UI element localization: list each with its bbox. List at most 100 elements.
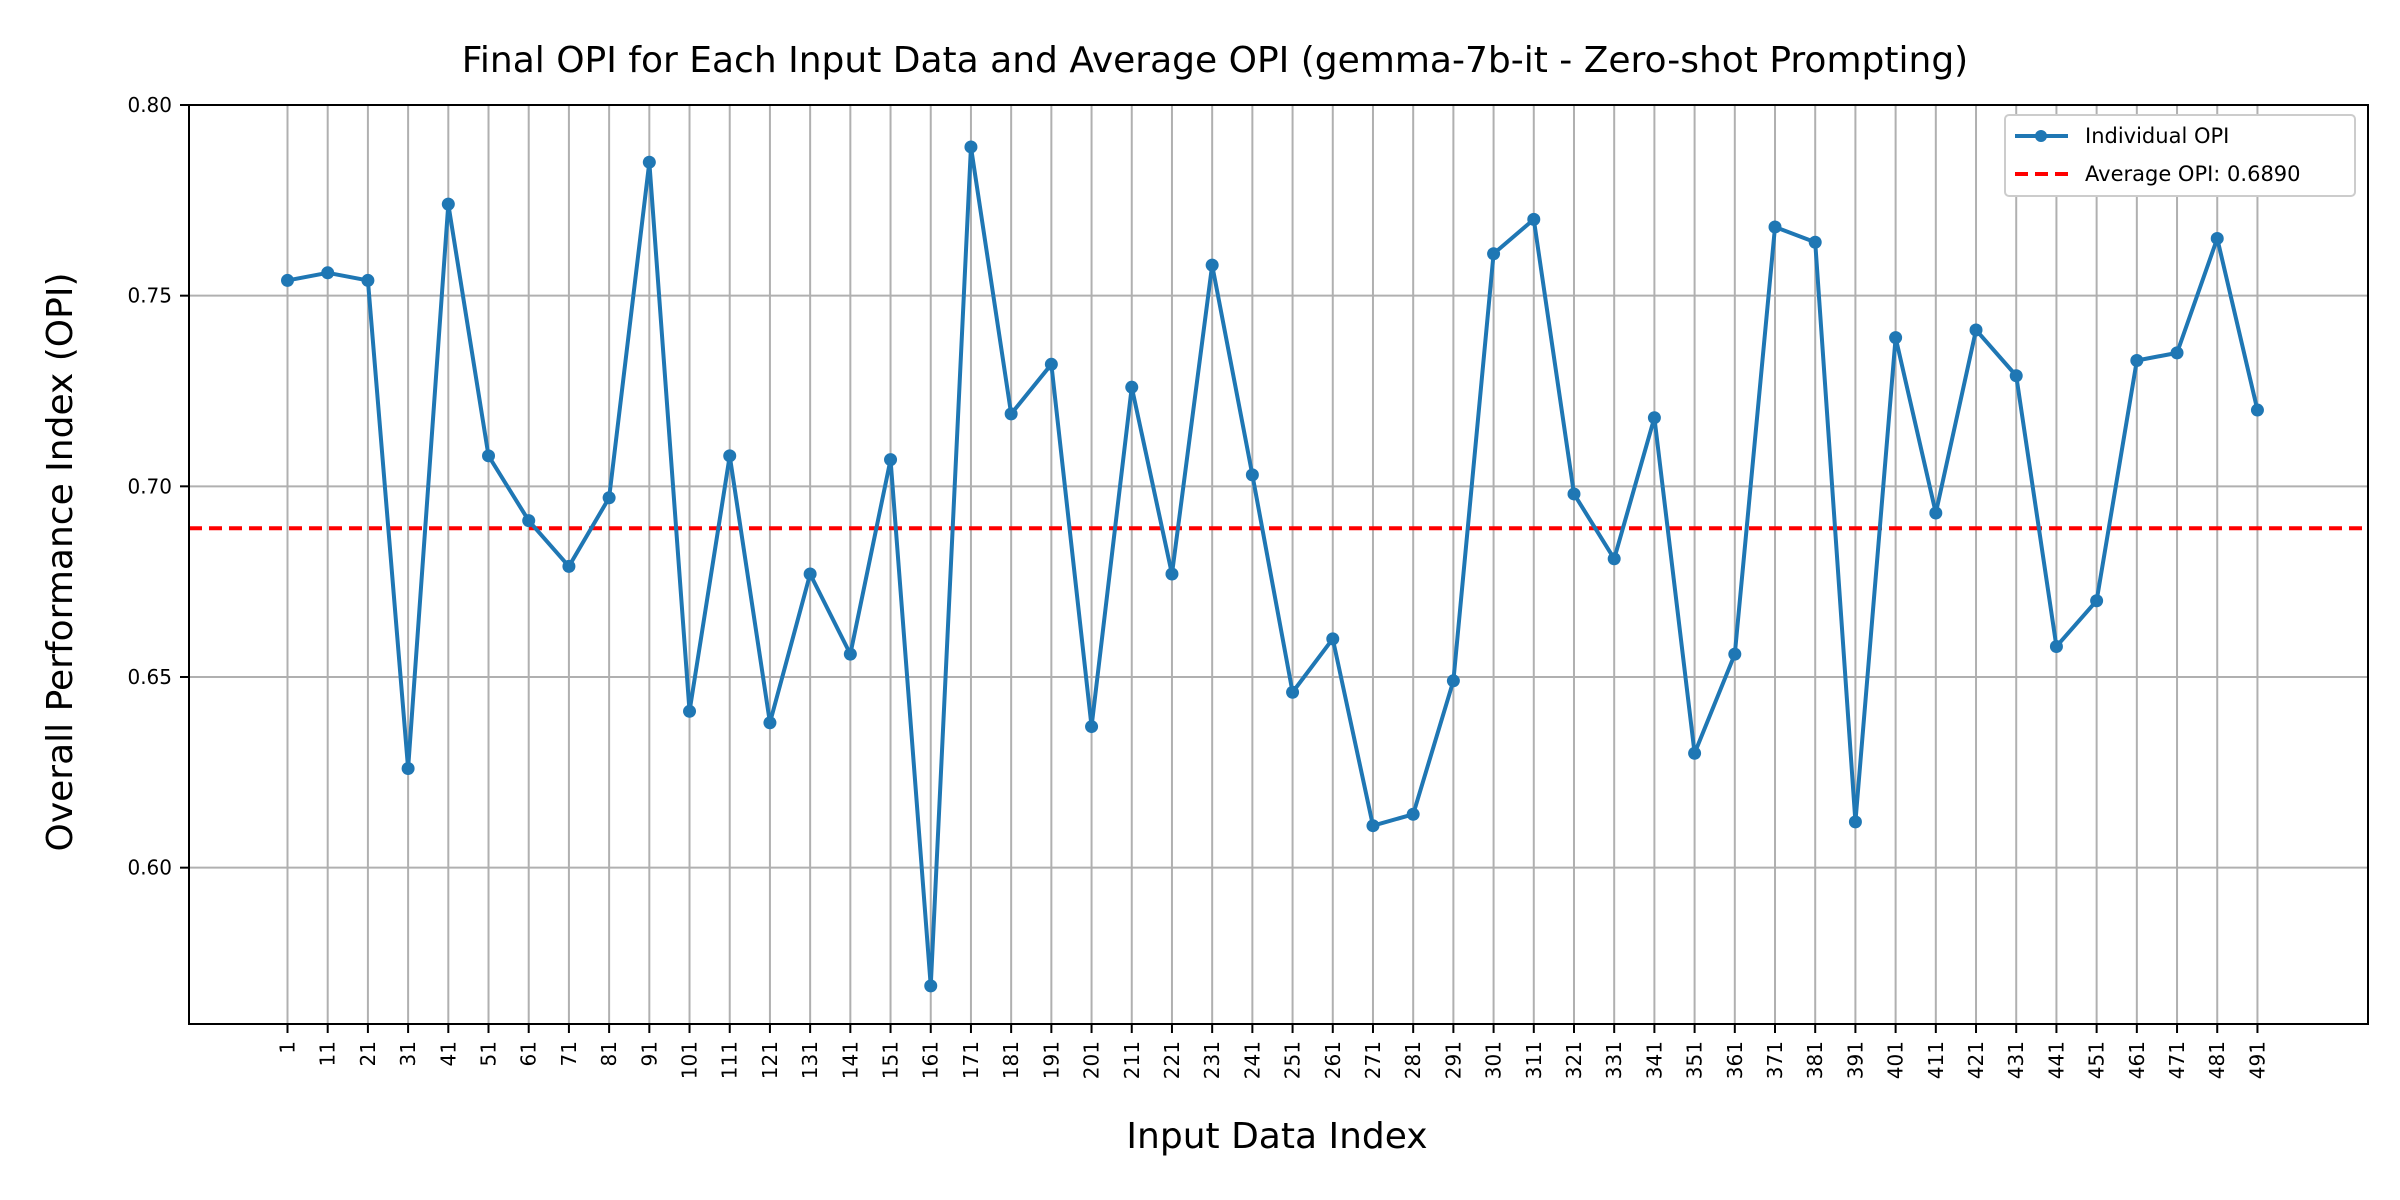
data-point <box>763 716 777 730</box>
y-tick-label: 0.75 <box>127 284 172 308</box>
data-point <box>2049 639 2063 653</box>
data-point <box>522 514 536 528</box>
x-tick-label: 91 <box>637 1041 661 1066</box>
legend-series-marker <box>2035 130 2047 142</box>
x-tick-label: 311 <box>1522 1041 1546 1079</box>
data-point <box>803 567 817 581</box>
data-point <box>1728 647 1742 661</box>
x-tick-label: 121 <box>758 1041 782 1079</box>
data-point <box>1808 235 1822 249</box>
x-tick-label: 281 <box>1401 1041 1425 1079</box>
x-tick-label: 261 <box>1321 1041 1345 1079</box>
x-tick-label: 411 <box>1924 1041 1948 1079</box>
data-point <box>843 647 857 661</box>
x-tick-label: 341 <box>1642 1041 1666 1079</box>
x-tick-label: 421 <box>1964 1041 1988 1079</box>
x-tick-label: 241 <box>1240 1041 1264 1079</box>
data-point <box>280 273 294 287</box>
x-tick-label: 201 <box>1080 1041 1104 1079</box>
legend-average-label: Average OPI: 0.6890 <box>2085 162 2301 186</box>
data-point <box>1889 331 1903 345</box>
x-tick-label: 371 <box>1763 1041 1787 1079</box>
x-tick-label: 161 <box>919 1041 943 1079</box>
data-point <box>1567 487 1581 501</box>
data-point <box>1326 632 1340 646</box>
data-point <box>482 449 496 463</box>
legend-box <box>2004 114 2356 197</box>
data-point <box>1688 746 1702 760</box>
x-tick-label: 221 <box>1160 1041 1184 1079</box>
x-tick-label: 351 <box>1683 1041 1707 1079</box>
data-point <box>562 559 576 573</box>
data-point <box>1848 815 1862 829</box>
x-tick-label: 471 <box>2165 1041 2189 1079</box>
data-point <box>1607 552 1621 566</box>
x-tick-label: 51 <box>477 1041 501 1066</box>
data-point <box>1165 567 1179 581</box>
x-tick-label: 71 <box>557 1041 581 1066</box>
x-tick-label: 361 <box>1723 1041 1747 1079</box>
grid-lines <box>189 104 2368 1024</box>
data-point <box>1286 685 1300 699</box>
chart-title: Final OPI for Each Input Data and Averag… <box>462 40 1968 81</box>
data-point <box>361 273 375 287</box>
data-point <box>1004 407 1018 421</box>
x-tick-label: 151 <box>879 1041 903 1079</box>
x-tick-label: 61 <box>517 1041 541 1066</box>
data-point <box>602 491 616 505</box>
data-point <box>1768 220 1782 234</box>
x-tick-label: 231 <box>1200 1041 1224 1079</box>
data-point <box>1527 212 1541 226</box>
x-tick-label: 11 <box>316 1041 340 1066</box>
data-point <box>642 155 656 169</box>
x-tick-label: 171 <box>959 1041 983 1079</box>
x-axis-label: Input Data Index <box>1126 1116 1427 1157</box>
x-tick-label: 101 <box>678 1041 702 1079</box>
x-tick-label: 491 <box>2245 1041 2269 1079</box>
data-point <box>1205 258 1219 272</box>
data-point <box>2250 403 2264 417</box>
x-tick-label: 481 <box>2205 1041 2229 1079</box>
y-axis-ticks: 0.60 0.65 0.70 0.75 0.80 <box>127 93 189 880</box>
data-point <box>1487 247 1501 261</box>
y-tick-label: 0.70 <box>127 474 172 498</box>
x-tick-label: 331 <box>1602 1041 1626 1079</box>
data-point <box>2210 231 2224 245</box>
legend: Individual OPI Average OPI: 0.6890 <box>2004 114 2356 197</box>
data-point <box>321 266 335 280</box>
data-point <box>1929 506 1943 520</box>
x-axis-ticks: 1 11 21 31 41 51 61 71 81 91 101 111 121 131 141 151 161… <box>275 1024 2269 1079</box>
data-point <box>2170 346 2184 360</box>
data-point <box>2130 353 2144 367</box>
x-tick-label: 301 <box>1482 1041 1506 1079</box>
data-point <box>1647 411 1661 425</box>
x-tick-label: 111 <box>718 1041 742 1079</box>
data-point <box>1125 380 1139 394</box>
x-tick-label: 451 <box>2085 1041 2109 1079</box>
data-point <box>723 449 737 463</box>
data-point <box>1969 323 1983 337</box>
data-point <box>2090 594 2104 608</box>
x-tick-label: 401 <box>1884 1041 1908 1079</box>
series-line <box>287 144 2260 988</box>
x-tick-label: 431 <box>2004 1041 2028 1079</box>
data-point <box>1044 357 1058 371</box>
x-tick-label: 461 <box>2125 1041 2149 1079</box>
data-point <box>1085 720 1099 734</box>
data-point <box>924 979 938 993</box>
x-tick-label: 41 <box>436 1041 460 1066</box>
data-point <box>1406 807 1420 821</box>
data-point <box>884 453 898 467</box>
data-point <box>1446 674 1460 688</box>
y-tick-label: 0.60 <box>127 856 172 880</box>
x-tick-label: 441 <box>2044 1041 2068 1079</box>
data-point <box>964 140 978 154</box>
data-point <box>1366 819 1380 833</box>
data-point <box>1245 468 1259 482</box>
data-point <box>441 197 455 211</box>
legend-series-label: Individual OPI <box>2085 124 2229 148</box>
y-axis-label: Overall Performance Index (OPI) <box>40 273 81 852</box>
x-tick-label: 1 <box>275 1041 299 1054</box>
